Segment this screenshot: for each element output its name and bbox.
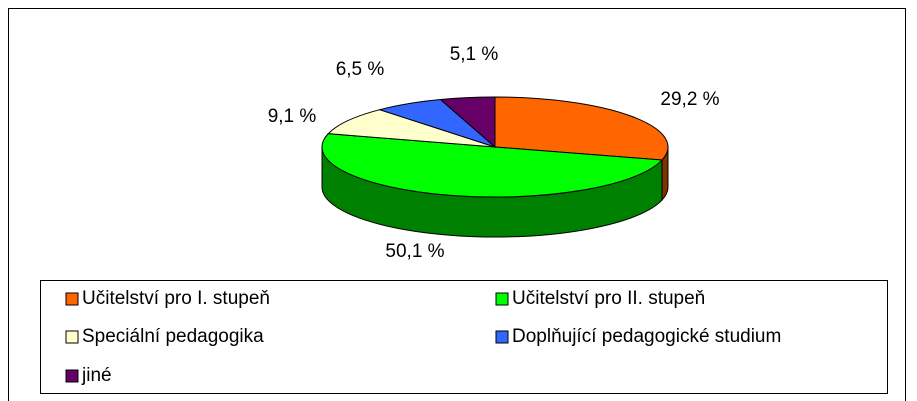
pie-slice — [439, 96, 496, 149]
data-label: 5,1 % — [450, 44, 499, 65]
pie-slice — [327, 109, 496, 148]
data-label: 6,5 % — [336, 59, 385, 80]
legend-swatch — [65, 369, 79, 383]
legend-label: Učitelství pro II. stupeň — [512, 288, 705, 309]
legend-label: Učitelství pro I. stupeň — [82, 288, 270, 309]
legend-box — [40, 280, 888, 394]
legend-swatch — [65, 330, 79, 344]
pie-slice — [494, 96, 669, 161]
legend-swatch — [495, 330, 509, 344]
legend-swatch — [495, 292, 509, 306]
pie-slice — [321, 133, 664, 198]
legend-label: Doplňující pedagogické studium — [512, 326, 781, 347]
legend-swatch — [65, 292, 79, 306]
data-label: 29,2 % — [660, 89, 719, 110]
data-label: 50,1 % — [385, 241, 444, 262]
legend-label: jiné — [81, 365, 112, 386]
data-label: 9,1 % — [268, 106, 317, 127]
legend-label: Speciální pedagogika — [82, 326, 264, 347]
